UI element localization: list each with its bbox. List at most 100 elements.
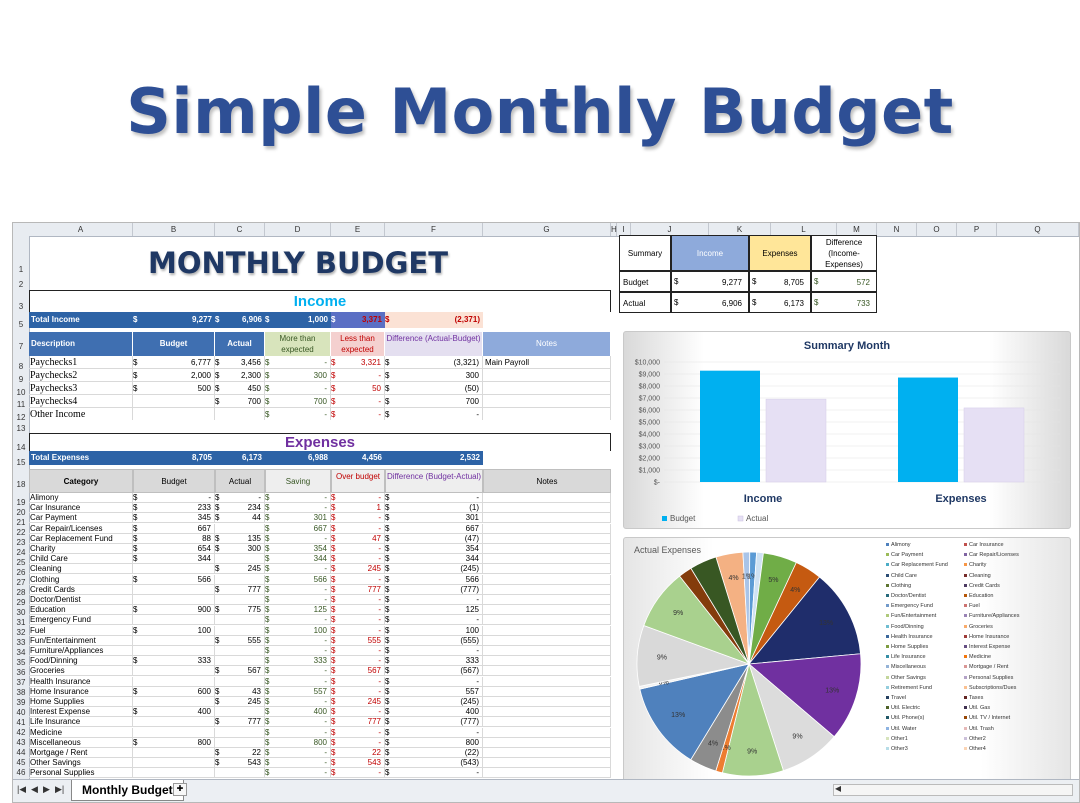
row-number[interactable]: 26: [16, 568, 26, 577]
column-header-n[interactable]: N: [877, 223, 917, 236]
row-number[interactable]: 37: [16, 678, 26, 687]
row-number[interactable]: 21: [16, 518, 26, 527]
pie-legend-item: Personal Supplies: [964, 675, 1013, 681]
row-number[interactable]: 33: [16, 638, 26, 647]
row-number[interactable]: 29: [16, 598, 26, 607]
column-header-a[interactable]: A: [29, 223, 133, 236]
income-less: 50: [331, 382, 385, 395]
expense-row: Education $900 $775 $125 $ - $125: [29, 605, 611, 616]
row-number[interactable]: 22: [16, 528, 26, 537]
pie-legend-item: Util. TV / Internet: [964, 715, 1010, 721]
column-header-m[interactable]: M: [837, 223, 877, 236]
column-header-h[interactable]: H: [611, 223, 617, 236]
row-number[interactable]: 7: [18, 342, 24, 351]
tab-monthly-budget[interactable]: Monthly Budget: [71, 780, 184, 801]
row-number[interactable]: 36: [16, 668, 26, 677]
legend-swatch-icon: [964, 696, 967, 700]
expense-currency: $: [215, 686, 220, 696]
new-sheet-icon[interactable]: ✚: [173, 783, 187, 796]
expenses-total-saving: 6,988: [265, 451, 331, 465]
column-header-e[interactable]: E: [331, 223, 385, 236]
expense-currency: $: [385, 605, 390, 615]
row-number[interactable]: 23: [16, 538, 26, 547]
actual-expenses-pie-chart[interactable]: Actual Expenses 4% 1% 1% 5% 4% 13% 13% 9% 9% 1% 4% 1…: [623, 537, 1071, 783]
row-number[interactable]: 38: [16, 688, 26, 697]
scroll-left-icon[interactable]: ◀: [835, 784, 842, 793]
row-number[interactable]: 44: [16, 748, 26, 757]
row-number[interactable]: 28: [16, 588, 26, 597]
column-header-q[interactable]: Q: [997, 223, 1079, 236]
legend-swatch-icon: [886, 716, 889, 720]
row-number[interactable]: 15: [16, 458, 26, 467]
row-number[interactable]: 32: [16, 628, 26, 637]
column-header-g[interactable]: G: [483, 223, 611, 236]
expense-row: Car Replacement Fund $88 $135 $ - $47 $ (47): [29, 533, 611, 544]
row-number[interactable]: 30: [16, 608, 26, 617]
tab-last-icon[interactable]: ▶|: [55, 784, 65, 794]
expense-row: Child Care $344 $344 $ - $344: [29, 554, 611, 565]
summary-bar-chart[interactable]: Summary Month $- $1,000 $2,000 $3,000 $4,000 $…: [623, 331, 1071, 529]
expense-category: Car Replacement Fund: [29, 533, 133, 544]
horizontal-scrollbar[interactable]: [833, 784, 1073, 796]
income-currency: $: [215, 397, 220, 406]
column-header-o[interactable]: O: [917, 223, 957, 236]
row-number[interactable]: 5: [18, 320, 24, 329]
summary-row-label: Budget: [619, 271, 671, 292]
column-header-k[interactable]: K: [709, 223, 771, 236]
row-number[interactable]: 19: [16, 498, 26, 507]
row-number[interactable]: 11: [16, 400, 26, 409]
row-number[interactable]: 14: [16, 443, 26, 452]
row-number[interactable]: 35: [16, 658, 26, 667]
expense-currency: $: [331, 533, 336, 543]
row-number[interactable]: 2: [18, 280, 24, 289]
expense-category: Doctor/Dentist: [29, 595, 133, 605]
column-header-l[interactable]: L: [771, 223, 837, 236]
row-number[interactable]: 34: [16, 648, 26, 657]
row-number[interactable]: 41: [16, 718, 26, 727]
row-number[interactable]: 25: [16, 558, 26, 567]
row-number[interactable]: 20: [16, 508, 26, 517]
expense-difference: 400: [385, 707, 483, 718]
expense-category: Other Savings: [29, 758, 133, 769]
column-header-f[interactable]: F: [385, 223, 483, 236]
summary-diff-value: 733: [811, 292, 877, 313]
tab-prev-icon[interactable]: ◀: [31, 784, 38, 794]
row-number[interactable]: 27: [16, 578, 26, 587]
tab-next-icon[interactable]: ▶: [43, 784, 50, 794]
row-number[interactable]: 18: [16, 480, 26, 489]
income-row: Paychecks1 $6,777 $3,456 $ - $3,321 $ (3,321) Ma…: [29, 356, 611, 369]
column-header-p[interactable]: P: [957, 223, 997, 236]
row-number[interactable]: 31: [16, 618, 26, 627]
column-header-b[interactable]: B: [133, 223, 215, 236]
row-number[interactable]: 46: [16, 768, 26, 777]
sheet-tab-bar: |◀ ◀ ▶ ▶| Monthly Budget ✚ ◀: [13, 779, 1079, 802]
column-header-j[interactable]: J: [631, 223, 709, 236]
column-header-i[interactable]: I: [617, 223, 631, 236]
row-number[interactable]: 43: [16, 738, 26, 747]
income-currency: $: [265, 358, 270, 367]
row-number[interactable]: 45: [16, 758, 26, 767]
row-number[interactable]: 24: [16, 548, 26, 557]
row-number[interactable]: 39: [16, 698, 26, 707]
expense-currency: $: [331, 697, 336, 706]
tab-first-icon[interactable]: |◀: [17, 784, 27, 794]
expense-row: Life Insurance $777 $ - $777 $ (777): [29, 717, 611, 728]
row-number[interactable]: 42: [16, 728, 26, 737]
expense-saving: -: [265, 748, 331, 758]
row-number[interactable]: 13: [16, 424, 26, 433]
column-header-d[interactable]: D: [265, 223, 331, 236]
row-number[interactable]: 40: [16, 708, 26, 717]
pie-legend-item: Other1: [886, 736, 908, 742]
summary-currency: $: [674, 277, 679, 286]
expense-actual: 777: [215, 717, 265, 728]
legend-swatch-icon: [964, 553, 967, 557]
row-number[interactable]: 1: [18, 265, 24, 274]
row-number[interactable]: 12: [16, 413, 26, 422]
row-number[interactable]: 8: [18, 362, 24, 371]
row-number[interactable]: 3: [18, 302, 24, 311]
row-number[interactable]: 10: [16, 388, 26, 397]
summary-currency: $: [752, 277, 757, 286]
row-number[interactable]: 9: [18, 375, 24, 384]
income-budget: 2,000: [133, 369, 215, 382]
column-header-c[interactable]: C: [215, 223, 265, 236]
